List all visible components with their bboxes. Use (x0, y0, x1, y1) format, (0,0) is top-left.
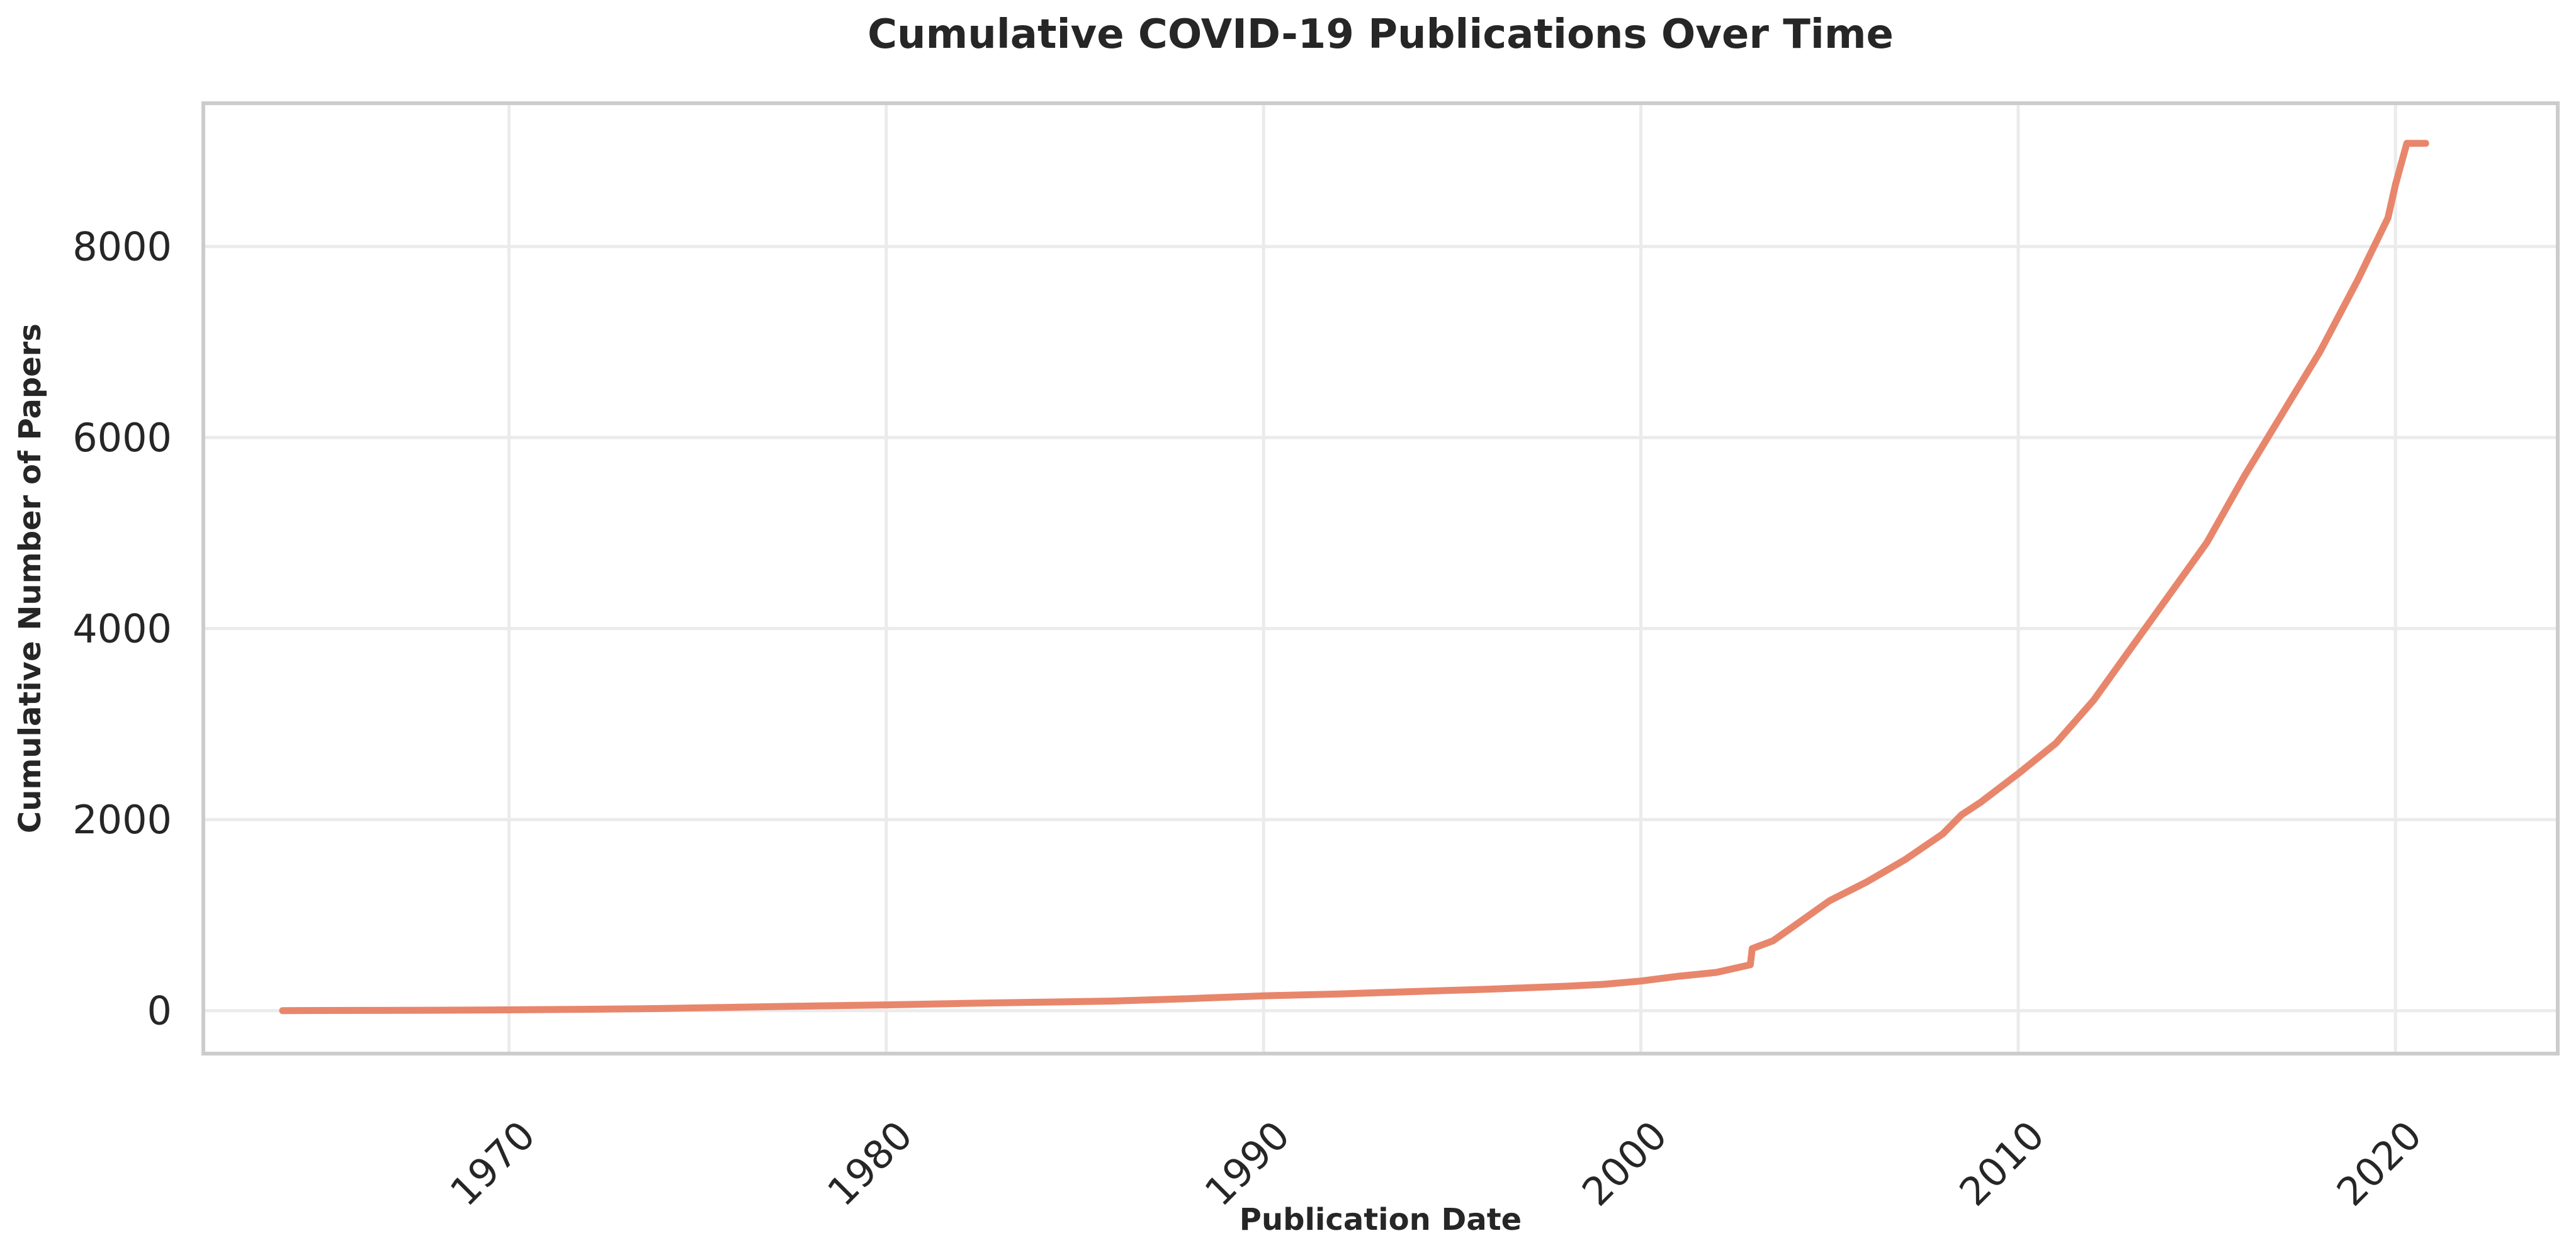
grid-layer (203, 103, 2558, 1054)
y-tick-label: 8000 (72, 224, 172, 270)
series-layer (279, 140, 2429, 1015)
y-axis-label: Cumulative Number of Papers (13, 324, 48, 833)
y-tick-label: 0 (147, 988, 172, 1034)
x-axis-label: Publication Date (1240, 1202, 1522, 1237)
y-tick-label: 4000 (72, 606, 172, 652)
y-tick-label: 2000 (72, 797, 172, 843)
y-tick-label: 6000 (72, 415, 172, 461)
chart-title: Cumulative COVID-19 Publications Over Ti… (867, 11, 1894, 58)
series-line (279, 140, 2429, 1015)
plot-frame (201, 101, 2560, 1055)
